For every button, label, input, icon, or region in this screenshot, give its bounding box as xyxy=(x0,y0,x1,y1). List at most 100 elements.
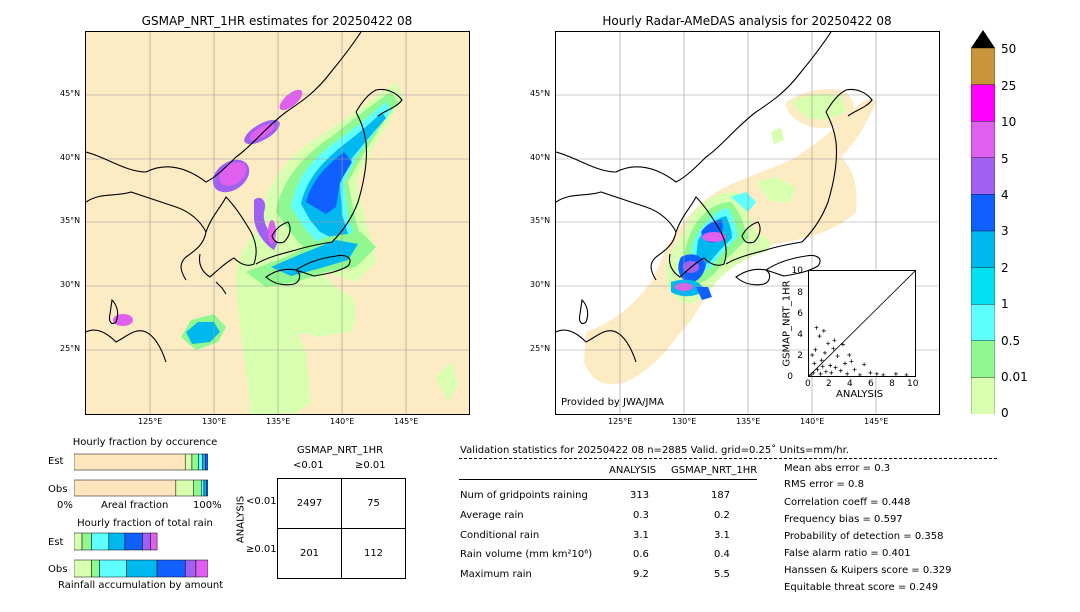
total-rain-bar-segment xyxy=(91,532,110,551)
colorbar xyxy=(970,30,996,415)
occurrence-bar-segment xyxy=(203,479,207,497)
total-rain-bar-segment xyxy=(126,559,158,578)
occurrence-bar-segment xyxy=(73,479,177,497)
stat-analysis-maximum: 9.2 xyxy=(633,569,649,580)
colorbar-label-2: 2 xyxy=(1001,261,1009,275)
score-pod: Probability of detection = 0.358 xyxy=(784,531,944,542)
scatter-point xyxy=(819,358,824,363)
stat-label-volume: Rain volume (mm km²10⁶) xyxy=(460,549,593,560)
scatter-point xyxy=(813,347,818,352)
occurrence-bar-segment xyxy=(206,479,209,497)
occurrence-axis-label: Areal fraction xyxy=(101,500,169,511)
scatter-point xyxy=(821,328,826,333)
left-lon-label-145: 145°E xyxy=(394,417,419,426)
stat-gsmap-conditional: 3.1 xyxy=(714,530,730,541)
total-rain-bar-segment xyxy=(108,532,126,551)
stat-label-conditional: Conditional rain xyxy=(460,530,540,541)
occurrence-bar-segment xyxy=(201,479,205,497)
scatter-plot xyxy=(808,270,916,377)
data-credit: Provided by JWA/JMA xyxy=(561,397,664,408)
stat-analysis-volume: 0.6 xyxy=(633,549,649,560)
scatter-point xyxy=(822,350,827,355)
score-ets: Equitable threat score = 0.249 xyxy=(784,582,939,593)
total-rain-bar-segment xyxy=(81,532,92,551)
right-lon-label-130: 130°E xyxy=(672,417,697,426)
scatter-point xyxy=(852,367,857,372)
scatter-point xyxy=(849,359,854,364)
total-rain-bar-segment xyxy=(184,559,197,578)
total-rain-bar-segment xyxy=(91,559,100,578)
stat-analysis-average: 0.3 xyxy=(633,510,649,521)
right-lon-label-135: 135°E xyxy=(736,417,761,426)
left-map xyxy=(85,31,470,415)
colorbar-label-3: 3 xyxy=(1001,224,1009,238)
left-lat-label-25: 25°N xyxy=(60,344,81,353)
colorbar-segment xyxy=(970,377,996,415)
scatter-ytick-0: 0 xyxy=(787,372,793,382)
validation-col-rule xyxy=(459,479,757,480)
contingency-row-axis: ANALYSIS xyxy=(235,495,247,544)
right-lon-label-140: 140°E xyxy=(800,417,825,426)
scatter-ytick-8: 8 xyxy=(797,288,803,298)
right-lat-label-30: 30°N xyxy=(530,280,551,289)
colorbar-segment xyxy=(970,230,996,269)
score-correlation: Correlation coeff = 0.448 xyxy=(784,497,911,508)
validation-divider xyxy=(459,458,997,459)
scatter-point xyxy=(815,367,820,372)
scatter-point xyxy=(812,361,817,366)
scatter-point xyxy=(833,365,838,370)
scatter-point xyxy=(829,370,834,375)
left-lat-label-45: 45°N xyxy=(60,89,81,98)
left-map-canvas xyxy=(86,32,469,414)
scatter-point xyxy=(811,370,816,375)
occurrence-bar-segment xyxy=(191,453,199,471)
colorbar-label-50: 50 xyxy=(1001,42,1017,56)
left-map-title: GSMAP_NRT_1HR estimates for 20250422 08 xyxy=(141,14,413,28)
right-lon-label-145: 145°E xyxy=(864,417,889,426)
scatter-xtick-8: 8 xyxy=(889,379,895,389)
scatter-point xyxy=(818,371,823,376)
scatter-point xyxy=(832,338,837,343)
scatter-ytick-4: 4 xyxy=(797,330,803,340)
total-rain-bar-segment xyxy=(73,559,92,578)
occurrence-bar-segment xyxy=(202,453,206,471)
right-coastlines xyxy=(556,32,873,363)
scatter-point xyxy=(845,371,850,376)
contingency-cell-yn: 201 xyxy=(277,528,342,579)
scatter-ytick-2: 2 xyxy=(797,351,803,361)
occurrence-bar-segment xyxy=(198,453,203,471)
colorbar-label-0-01: 0.01 xyxy=(1001,370,1028,384)
stat-gsmap-gridpoints: 187 xyxy=(711,490,731,501)
stat-gsmap-volume: 0.4 xyxy=(714,549,730,560)
total-rain-row-est: Est xyxy=(48,537,64,548)
colorbar-segment xyxy=(970,47,996,86)
colorbar-segment xyxy=(970,340,996,379)
scatter-xtick-6: 6 xyxy=(868,379,874,389)
right-map-title: Hourly Radar-AMeDAS analysis for 2025042… xyxy=(602,14,892,28)
stat-analysis-conditional: 3.1 xyxy=(633,530,649,541)
colorbar-segment xyxy=(970,157,996,196)
right-map-canvas xyxy=(556,32,939,414)
total-rain-chart xyxy=(73,532,209,579)
validation-col-gsmap: GSMAP_NRT_1HR xyxy=(671,465,758,476)
score-far: False alarm ratio = 0.401 xyxy=(784,548,911,559)
stat-label-gridpoints: Num of gridpoints raining xyxy=(460,490,588,501)
colorbar-segment xyxy=(970,194,996,232)
scatter-xtick-2: 2 xyxy=(826,379,832,389)
right-lat-label-40: 40°N xyxy=(530,153,551,162)
occurrence-bar-segment xyxy=(193,479,202,497)
scatter-ytick-6: 6 xyxy=(797,309,803,319)
total-rain-bar-segment xyxy=(156,559,186,578)
left-heavy-rain-cores xyxy=(113,89,303,326)
occurrence-row-obs: Obs xyxy=(48,484,68,495)
right-lat-label-35: 35°N xyxy=(530,216,551,225)
scatter-point xyxy=(828,363,833,368)
total-rain-footer: Rainfall accumulation by amount xyxy=(58,580,224,591)
colorbar-label-4: 4 xyxy=(1001,188,1009,202)
left-graticule xyxy=(86,32,469,414)
colorbar-segment xyxy=(970,304,996,342)
stat-analysis-gridpoints: 313 xyxy=(630,490,650,501)
scatter-point xyxy=(874,371,879,376)
scatter-point xyxy=(904,372,909,377)
occurrence-bar-segment xyxy=(184,453,193,471)
